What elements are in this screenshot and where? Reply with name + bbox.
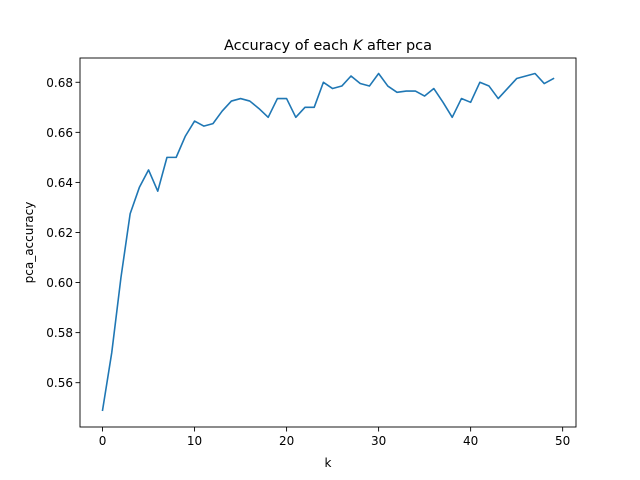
y-axis-ticks: 0.56 0.58 0.60 0.62 0.64 0.66 0.68 — [46, 76, 80, 390]
x-tick-label: 50 — [555, 434, 570, 448]
y-tick-label: 0.62 — [46, 226, 73, 240]
x-tick-label: 20 — [279, 434, 294, 448]
x-tick-label: 10 — [187, 434, 202, 448]
y-tick-label: 0.66 — [46, 126, 73, 140]
x-axis-label: k — [325, 456, 332, 470]
x-axis-ticks: 0 10 20 30 40 50 — [99, 427, 570, 448]
chart-title-tail: after pca — [362, 38, 432, 54]
y-tick-label: 0.64 — [46, 176, 73, 190]
x-tick-label: 30 — [371, 434, 386, 448]
chart-title: Accuracy of each K after pca — [224, 38, 432, 54]
y-axis-label: pca_accuracy — [22, 202, 36, 284]
y-tick-label: 0.60 — [46, 276, 73, 290]
accuracy-line — [101, 72, 555, 412]
y-tick-label: 0.68 — [46, 76, 73, 90]
y-tick-label: 0.58 — [46, 326, 73, 340]
chart-title-variable: K — [353, 38, 364, 54]
x-tick-label: 0 — [99, 434, 107, 448]
y-tick-label: 0.56 — [46, 376, 73, 390]
chart-title-main: Accuracy of each — [224, 38, 353, 54]
plot-area-frame — [79, 57, 577, 428]
x-tick-label: 40 — [463, 434, 478, 448]
